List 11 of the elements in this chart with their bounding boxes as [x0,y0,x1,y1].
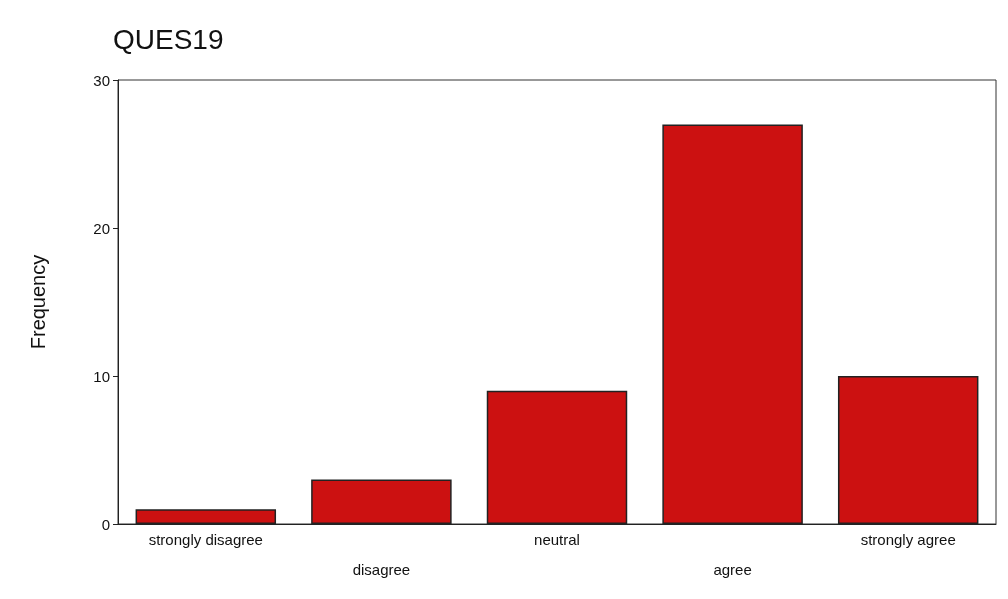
y-axis-title: Frequency [27,254,49,350]
y-tick-label: 20 [93,219,110,237]
x-tick-label: agree [713,561,752,578]
y-tick-label: 10 [93,367,110,385]
x-tick-label: strongly agree [860,531,956,548]
y-tick-label: 0 [101,515,110,533]
chart-title: QUES19 [113,23,224,55]
x-tick-label: disagree [352,561,411,578]
x-tick-label: neutral [534,531,580,548]
x-tick-label: strongly disagree [148,531,263,548]
y-tick-label: 30 [93,71,110,89]
